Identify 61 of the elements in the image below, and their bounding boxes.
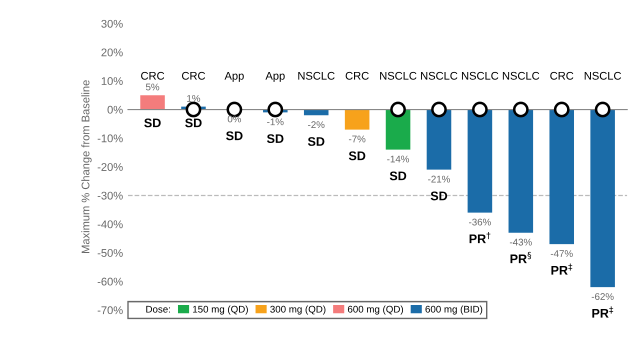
y-tick-label: -50% (98, 249, 123, 257)
data-label: -36% (468, 218, 491, 226)
bar (344, 110, 370, 130)
data-label: -21% (428, 176, 450, 183)
data-label: -2% (308, 121, 325, 128)
x-tick-label: NSCLC (298, 72, 335, 80)
data-label: -7% (348, 136, 366, 142)
y-tick-label: -30% (98, 192, 123, 200)
x-tick-label: CRC (346, 72, 369, 80)
y-tick-label: -70% (98, 306, 123, 314)
legend-label: 600 mg (BID) (425, 306, 482, 315)
y-tick-label: -10% (98, 134, 123, 142)
y-tick-label: -20% (98, 163, 123, 171)
bar (140, 95, 165, 110)
y-axis-title: Maximum % Change from Baseline (81, 80, 92, 253)
x-tick-label: NSCLC (380, 72, 416, 80)
x-tick-label: NSCLC (421, 72, 458, 80)
annotation: SD (226, 131, 243, 140)
x-tick-label: App (224, 72, 244, 82)
annotation: SD (185, 118, 202, 128)
legend-label: 300 mg (QD) (270, 306, 326, 315)
y-tick-label: -60% (98, 278, 123, 286)
annotation: SD (266, 134, 284, 144)
legend-label: 600 mg (QD) (348, 306, 404, 315)
bar (468, 110, 492, 213)
y-tick-label: -40% (98, 220, 123, 228)
data-label: 0% (228, 116, 242, 122)
bar (508, 110, 534, 233)
y-tick-label: 10% (102, 77, 123, 86)
bar (426, 110, 452, 170)
x-tick-label: CRC (550, 72, 574, 80)
bar (590, 110, 615, 288)
data-label: -47% (550, 250, 573, 257)
annotation: PR$^{‡}$ (551, 263, 572, 275)
bar (304, 110, 328, 116)
annotation: SD (144, 118, 161, 128)
annotation: SD (430, 191, 448, 200)
x-tick-label: App (265, 72, 285, 82)
y-tick-label: 0% (108, 106, 123, 114)
annotation: SD (348, 151, 366, 160)
data-label: -14% (387, 156, 410, 162)
x-tick-label: NSCLC (502, 72, 540, 80)
annotation: SD (308, 137, 324, 146)
data-label: -62% (592, 293, 614, 300)
x-tick-label: NSCLC (462, 72, 498, 80)
y-tick-label: 30% (101, 20, 123, 28)
annotation: PR$^{‡}$ (592, 306, 614, 318)
y-tick-label: 20% (101, 48, 123, 56)
legend-title: Dose: (146, 306, 170, 313)
annotation: SD (390, 171, 406, 180)
x-tick-label: NSCLC (584, 72, 622, 80)
data-label: -1% (267, 118, 284, 126)
x-tick-label: CRC (182, 72, 206, 80)
bar (549, 110, 574, 244)
legend-label: 150 mg (QD) (193, 306, 248, 315)
annotation: PR$^{†}$ (470, 232, 490, 244)
data-label: 5% (146, 84, 160, 90)
data-label: 1% (187, 95, 200, 102)
annotation: PR$^{§}$ (510, 252, 532, 264)
x-tick-label: CRC (141, 72, 164, 80)
data-label: -43% (510, 238, 532, 246)
